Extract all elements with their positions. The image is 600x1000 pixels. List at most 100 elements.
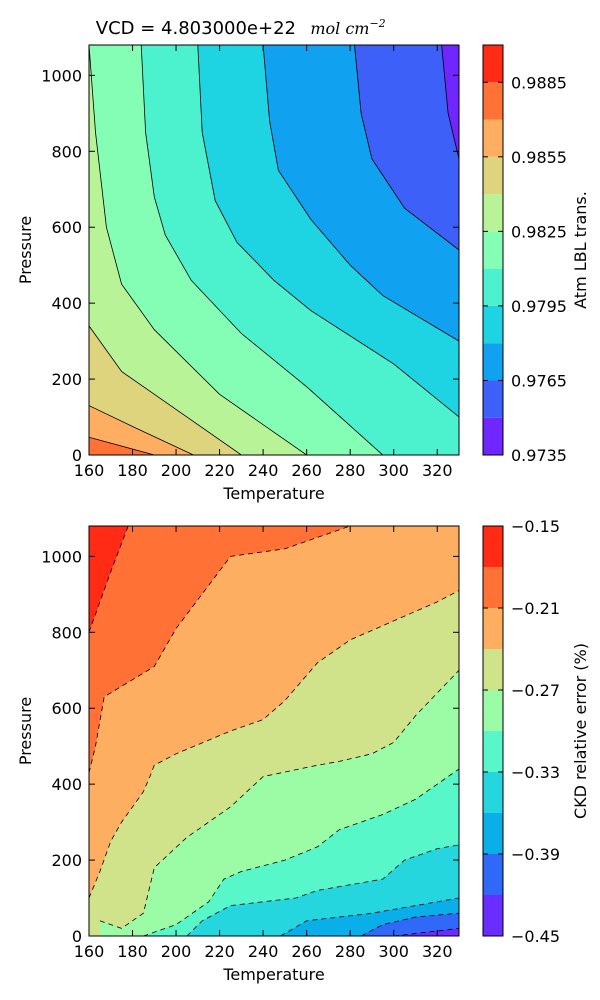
top-contour-line — [197, 45, 459, 418]
top-chart-title: VCD = 4.803000e+22 — [96, 18, 296, 39]
bottom-y-tick-label: 600 — [51, 699, 82, 718]
bottom-colorbar-band — [483, 731, 503, 772]
bottom-contour-fills — [89, 526, 459, 936]
top-band-fill — [89, 45, 307, 455]
top-contour-line — [262, 45, 459, 342]
top-y-tick-label: 1000 — [41, 66, 82, 85]
bottom-colorbar-frame — [482, 525, 504, 937]
top-x-tick-label: 280 — [335, 461, 366, 480]
top-contour-line — [89, 405, 194, 455]
top-x-tick-label: 300 — [378, 461, 409, 480]
bottom-y-tick-label: 800 — [51, 623, 82, 642]
top-x-tick-label: 180 — [117, 461, 148, 480]
bottom-contour-line — [99, 670, 459, 929]
top-colorbar-tick-label: 0.9825 — [511, 222, 567, 241]
top-contour-line — [89, 45, 307, 455]
bottom-colorbar-band — [483, 813, 503, 854]
top-y-tick-label: 800 — [51, 142, 82, 161]
bottom-x-tick-label: 220 — [204, 942, 235, 961]
top-contour-line — [354, 45, 459, 251]
bottom-colorbar-tick-label: −0.39 — [511, 845, 560, 864]
top-colorbar-band — [483, 343, 503, 381]
top-colorbar: 0.9735 0.9765 0.9795 0.9825 0.9855 0.9885 Atm … — [482, 44, 590, 465]
top-y-tick-label: 600 — [51, 218, 82, 237]
bottom-contour-line — [280, 897, 459, 936]
top-y-tick-label: 0 — [72, 446, 82, 465]
top-contour-line — [89, 436, 155, 455]
bottom-band-fill — [393, 928, 459, 936]
top-colorbar-frame — [482, 44, 504, 456]
bottom-x-tick-label: 160 — [74, 942, 105, 961]
top-x-tick-label: 200 — [161, 461, 192, 480]
top-colorbar-band — [483, 45, 503, 83]
top-colorbar-tick-label: 0.9885 — [511, 73, 567, 92]
top-contour-fills — [89, 45, 459, 455]
bottom-colorbar-tick-label: −0.45 — [511, 927, 560, 946]
top-colorbar-band — [483, 119, 503, 157]
top-colorbar-band — [483, 268, 503, 306]
bottom-band-fill — [361, 913, 459, 936]
bottom-colorbar-band — [483, 895, 503, 936]
bottom-contour-plot: 160 180 200 220 240 260 280 300 320 0 200 400 600 800… — [16, 525, 460, 984]
top-band-fill — [89, 325, 242, 455]
top-x-tick-label: 240 — [248, 461, 279, 480]
bottom-colorbar-tick-label: −0.27 — [511, 681, 560, 700]
bottom-contour-line — [143, 768, 459, 936]
top-y-tick-label: 200 — [51, 370, 82, 389]
bottom-colorbar-label: CKD relative error (%) — [571, 643, 590, 819]
top-x-tick-label: 160 — [74, 461, 105, 480]
bottom-x-tick-label: 320 — [422, 942, 453, 961]
bottom-x-tick-label: 300 — [378, 942, 409, 961]
bottom-x-axis-label: Temperature — [222, 965, 324, 984]
bottom-contour-line — [360, 912, 459, 936]
bottom-x-tick-label: 200 — [161, 942, 192, 961]
bottom-axes-frame — [88, 525, 460, 937]
top-x-tick-label: 220 — [204, 461, 235, 480]
top-contour-plot: 160 180 200 220 240 260 280 300 320 0 200 400 600 800… — [16, 44, 460, 503]
bottom-x-tick-label: 180 — [117, 942, 148, 961]
top-colorbar-band — [483, 305, 503, 344]
top-contour-line — [140, 45, 384, 455]
top-x-axis-label: Temperature — [222, 484, 324, 503]
bottom-colorbar-band — [483, 854, 503, 895]
bottom-contour-lines — [89, 526, 459, 936]
bottom-colorbar-band — [483, 649, 503, 690]
top-colorbar-tick-label: 0.9735 — [511, 446, 567, 465]
top-colorbar-band — [483, 380, 503, 418]
bottom-y-tick-label: 0 — [72, 927, 82, 946]
bottom-y-axis-label: Pressure — [16, 697, 35, 765]
bottom-colorbar-tick-label: −0.33 — [511, 763, 560, 782]
top-colorbar-tick-label: 0.9765 — [511, 371, 567, 390]
top-chart-title-units: mol cm−2 — [310, 17, 385, 38]
bottom-colorbar-tick-label: −0.21 — [511, 599, 560, 618]
bottom-colorbar-band — [483, 567, 503, 608]
top-y-axis-label: Pressure — [16, 216, 35, 284]
bottom-contour-line — [89, 590, 459, 899]
bottom-colorbar-band — [483, 772, 503, 813]
top-colorbar-band — [483, 231, 503, 269]
bottom-x-tick-label: 260 — [291, 942, 322, 961]
top-colorbar-band — [483, 194, 503, 232]
bottom-colorbar-band — [483, 690, 503, 731]
top-colorbar-label: Atm LBL trans. — [571, 191, 590, 309]
bottom-colorbar-band — [483, 608, 503, 649]
bottom-contour-line — [89, 526, 129, 633]
bottom-contour-line — [393, 928, 459, 936]
bottom-y-tick-label: 400 — [51, 775, 82, 794]
bottom-y-tick-label: 200 — [51, 851, 82, 870]
top-colorbar-tick-label: 0.9795 — [511, 297, 567, 316]
top-colorbar-band — [483, 156, 503, 195]
top-x-tick-label: 260 — [291, 461, 322, 480]
bottom-colorbar: −0.15 −0.21 −0.27 −0.33 −0.39 −0.45 CKD relati… — [482, 517, 590, 946]
bottom-colorbar-band — [483, 526, 503, 567]
bottom-x-tick-label: 280 — [335, 942, 366, 961]
top-y-tick-label: 400 — [51, 294, 82, 313]
top-contour-line — [89, 325, 242, 455]
top-band-fill — [89, 405, 194, 455]
top-colorbar-tick-label: 0.9855 — [511, 148, 567, 167]
top-colorbar-band — [483, 417, 503, 455]
top-axes-frame — [88, 44, 460, 456]
top-contour-line — [441, 45, 459, 159]
bottom-x-tick-label: 240 — [248, 942, 279, 961]
